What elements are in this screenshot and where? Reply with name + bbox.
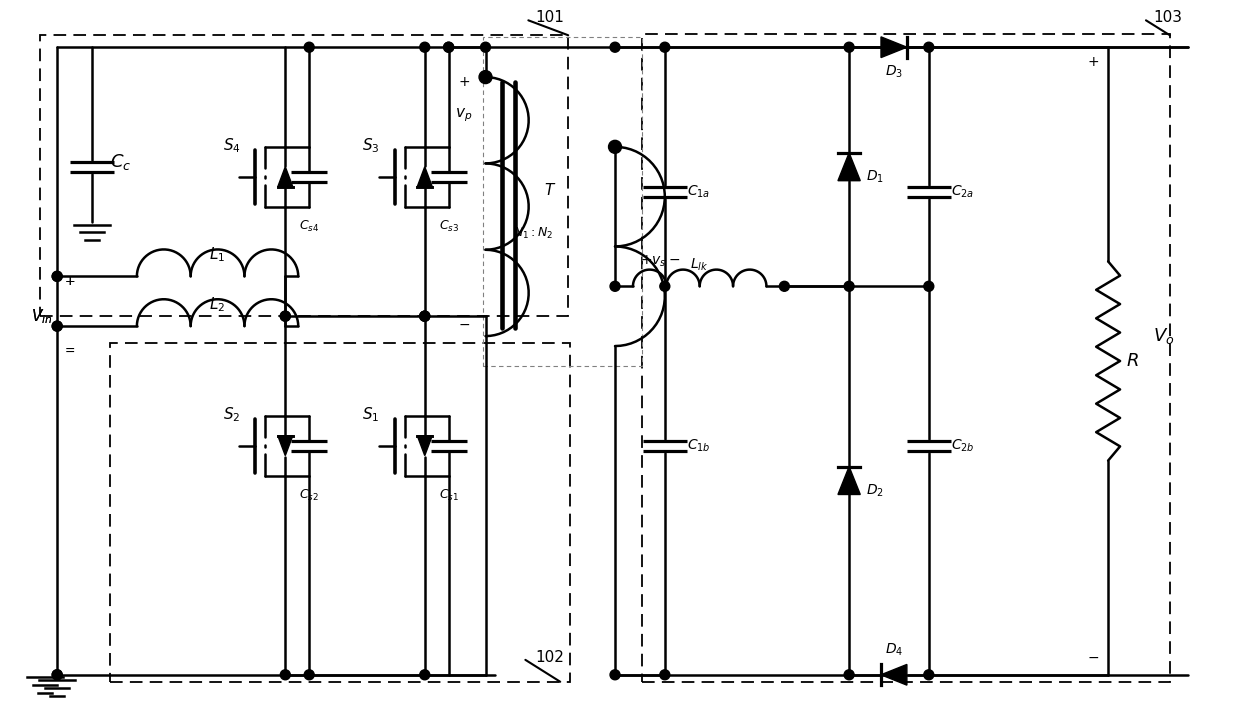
Text: $R$: $R$ — [1126, 352, 1138, 370]
Circle shape — [52, 670, 62, 680]
Text: $+$: $+$ — [458, 75, 470, 89]
Circle shape — [660, 670, 670, 680]
Text: $-$: $-$ — [64, 345, 76, 358]
Polygon shape — [418, 435, 433, 456]
Text: $C_{s4}$: $C_{s4}$ — [299, 218, 320, 234]
Text: $S_3$: $S_3$ — [362, 136, 379, 155]
Text: $S_1$: $S_1$ — [362, 405, 379, 424]
Text: $C_{2a}$: $C_{2a}$ — [951, 183, 973, 200]
Text: 103: 103 — [1153, 10, 1182, 25]
Circle shape — [420, 311, 430, 321]
Circle shape — [610, 43, 620, 52]
Circle shape — [52, 271, 62, 281]
Text: $V_o$: $V_o$ — [1153, 326, 1174, 346]
Circle shape — [610, 281, 620, 291]
Circle shape — [420, 43, 430, 52]
Polygon shape — [838, 153, 861, 181]
Circle shape — [304, 43, 314, 52]
Circle shape — [52, 271, 62, 281]
Circle shape — [479, 71, 492, 84]
Text: $D_4$: $D_4$ — [885, 642, 903, 658]
Circle shape — [924, 670, 934, 680]
Circle shape — [52, 670, 62, 680]
Text: $L_{lk}$: $L_{lk}$ — [691, 256, 709, 273]
Text: $D_1$: $D_1$ — [866, 169, 884, 185]
Text: $+v_s-$: $+v_s-$ — [640, 254, 680, 269]
Circle shape — [780, 281, 790, 291]
Text: $D_3$: $D_3$ — [885, 64, 903, 80]
Text: $+$: $+$ — [64, 275, 76, 288]
Circle shape — [420, 311, 430, 321]
Text: $C_c$: $C_c$ — [110, 151, 131, 172]
Circle shape — [844, 281, 854, 291]
Text: $C_{1a}$: $C_{1a}$ — [687, 183, 711, 200]
Circle shape — [52, 321, 62, 331]
Circle shape — [444, 43, 454, 52]
Text: $C_{s3}$: $C_{s3}$ — [439, 218, 459, 234]
Text: $C_{s2}$: $C_{s2}$ — [299, 487, 319, 503]
Circle shape — [444, 43, 454, 52]
Text: $S_4$: $S_4$ — [223, 136, 241, 155]
Polygon shape — [880, 37, 906, 58]
Text: $-$: $-$ — [458, 317, 470, 331]
Text: $T$: $T$ — [544, 182, 557, 198]
Text: 102: 102 — [536, 650, 564, 665]
Text: $v_p$: $v_p$ — [455, 106, 472, 124]
Bar — [642, 35, 1169, 682]
Text: $C_{2b}$: $C_{2b}$ — [951, 438, 975, 454]
Text: $L_2$: $L_2$ — [210, 295, 226, 314]
Text: $V_{in}$: $V_{in}$ — [31, 307, 52, 325]
Circle shape — [304, 670, 314, 680]
Polygon shape — [838, 466, 861, 495]
Text: 101: 101 — [536, 10, 564, 25]
Text: $+$: $+$ — [1087, 55, 1099, 69]
Text: $+$: $+$ — [64, 275, 76, 288]
Circle shape — [660, 281, 670, 291]
Text: $C_{s1}$: $C_{s1}$ — [439, 487, 459, 503]
Bar — [110, 343, 570, 682]
Text: $S_2$: $S_2$ — [223, 405, 241, 424]
Polygon shape — [278, 435, 293, 456]
Text: $N_1 : N_2$: $N_1 : N_2$ — [513, 226, 553, 241]
Circle shape — [52, 321, 62, 331]
Circle shape — [420, 311, 430, 321]
Text: $C_{1b}$: $C_{1b}$ — [687, 438, 711, 454]
Circle shape — [609, 141, 621, 154]
Circle shape — [280, 311, 290, 321]
Circle shape — [924, 43, 934, 52]
Text: $V_{in}$: $V_{in}$ — [31, 307, 52, 325]
Text: $-$: $-$ — [64, 342, 76, 355]
Circle shape — [924, 281, 934, 291]
Text: $D_2$: $D_2$ — [866, 482, 884, 499]
Bar — [40, 35, 568, 317]
Circle shape — [610, 670, 620, 680]
Bar — [482, 37, 642, 366]
Circle shape — [280, 311, 290, 321]
Polygon shape — [880, 665, 906, 685]
Circle shape — [844, 43, 854, 52]
Circle shape — [420, 670, 430, 680]
Circle shape — [481, 43, 491, 52]
Polygon shape — [278, 167, 293, 187]
Polygon shape — [418, 167, 433, 187]
Circle shape — [660, 43, 670, 52]
Text: $L_1$: $L_1$ — [210, 245, 226, 264]
Text: $-$: $-$ — [1087, 650, 1099, 664]
Circle shape — [280, 670, 290, 680]
Circle shape — [844, 670, 854, 680]
